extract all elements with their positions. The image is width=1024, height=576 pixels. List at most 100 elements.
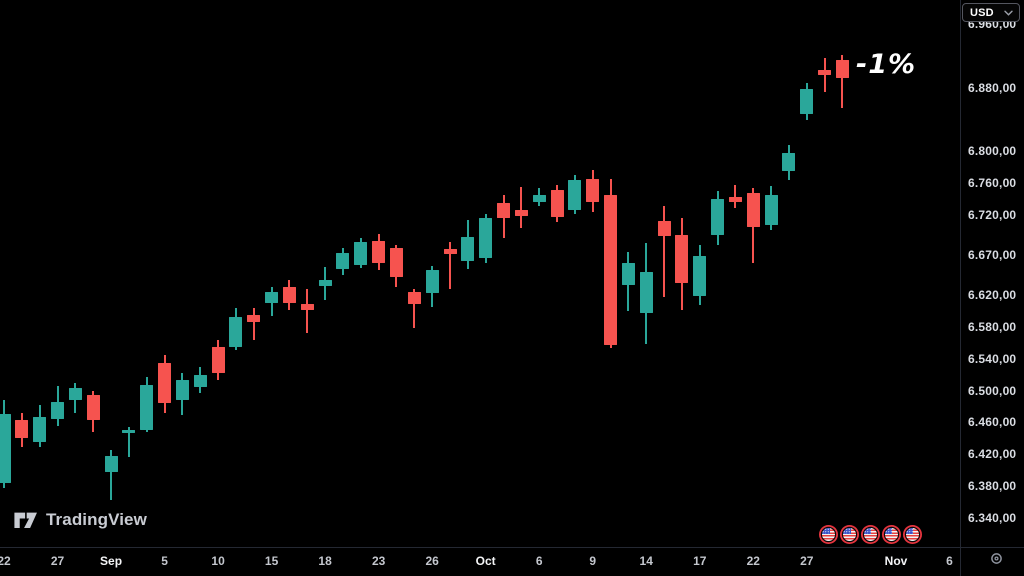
tradingview-logo-icon: [14, 512, 37, 528]
us-flag-canton: [905, 528, 914, 534]
price-axis[interactable]: 6.960,00 6.880,00 6.800,00 6.760,00 6.720,00…: [961, 0, 1024, 547]
candle: [229, 317, 243, 347]
us-flag-event-icon[interactable]: [863, 528, 877, 541]
chart-canvas[interactable]: [0, 0, 960, 547]
time-axis-divider: [0, 547, 1024, 548]
candle: [728, 196, 742, 202]
time-axis-label: Oct: [475, 554, 496, 568]
time-axis-label: 10: [211, 554, 225, 568]
candle: [158, 362, 172, 404]
us-flag-canton: [822, 528, 830, 534]
us-flag-canton: [884, 528, 893, 534]
us-flag-canton: [863, 528, 872, 534]
price-axis-label: 6.800,00: [968, 144, 1017, 159]
candle: [800, 88, 814, 115]
price-axis-label: 6.670,00: [968, 248, 1017, 263]
candle: [479, 218, 493, 259]
time-axis-label: 26: [425, 554, 439, 568]
tradingview-logo-text: TradingView: [46, 510, 147, 529]
price-axis-label: 6.760,00: [968, 176, 1017, 191]
candle: [711, 199, 725, 236]
candle: [51, 401, 65, 420]
candle-wick: [841, 55, 844, 109]
time-axis-label: 6: [535, 554, 543, 568]
candle: [354, 242, 368, 265]
time-axis-label: 6: [946, 554, 953, 568]
time-axis-label: 15: [264, 554, 279, 568]
candle: [265, 291, 279, 303]
us-flag-event-icon[interactable]: [822, 528, 835, 541]
candle: [86, 394, 100, 420]
us-flag-event-icon[interactable]: [843, 528, 856, 541]
candle: [835, 59, 849, 79]
candle: [586, 178, 600, 202]
price-axis-label: 6.420,00: [968, 447, 1017, 462]
time-axis-label: 9: [589, 554, 597, 568]
price-axis-label: 6.620,00: [968, 287, 1017, 302]
currency-selector-value: USD: [970, 6, 994, 19]
candle: [782, 153, 796, 171]
time-axis-label: 22: [0, 554, 11, 568]
candle: [639, 271, 653, 314]
candle-wick: [110, 450, 113, 500]
candle: [568, 180, 582, 210]
candle: [140, 384, 154, 431]
candle: [372, 240, 386, 264]
price-axis-label: 6.580,00: [968, 319, 1017, 334]
us-flag-event-icon[interactable]: [884, 528, 898, 541]
candle-wick: [823, 58, 826, 92]
candle: [675, 235, 689, 283]
axis-settings-icon[interactable]: [986, 550, 1006, 566]
candle-wick: [127, 427, 130, 457]
time-axis-label: 18: [318, 554, 332, 568]
candle: [425, 270, 439, 294]
candle-wick: [520, 186, 523, 228]
time-axis-label: 17: [693, 554, 707, 568]
candle: [746, 192, 760, 228]
us-flag-event-icon[interactable]: [905, 528, 919, 541]
candle: [175, 380, 189, 401]
candle: [461, 236, 475, 262]
candle: [336, 253, 350, 269]
candle-wick: [252, 307, 255, 341]
us-flag-canton: [843, 528, 851, 534]
price-axis-divider: [960, 0, 961, 576]
candle: [68, 388, 82, 401]
candle-wick: [306, 289, 309, 334]
tradingview-logo[interactable]: TradingView: [13, 510, 147, 530]
candle: [514, 210, 528, 216]
candle: [300, 304, 314, 311]
time-axis-label: 5: [161, 554, 168, 568]
candle-wick: [413, 288, 416, 329]
candle-wick: [449, 242, 451, 290]
time-axis-label: Nov: [884, 554, 908, 568]
price-axis-label: 6.460,00: [968, 415, 1017, 430]
candle: [318, 279, 332, 287]
candle: [621, 263, 635, 286]
price-axis-label: 6.880,00: [968, 80, 1017, 95]
candle: [0, 414, 11, 483]
candle: [104, 455, 118, 472]
candle: [407, 291, 421, 304]
time-axis-label: 27: [50, 554, 65, 568]
currency-selector[interactable]: USD: [962, 3, 1020, 22]
change-badge: -1%: [856, 49, 917, 80]
candle-wick: [734, 184, 737, 209]
candle: [550, 189, 564, 217]
candle: [211, 346, 225, 373]
candle: [657, 220, 671, 236]
candle: [693, 255, 707, 296]
price-axis-label: 6.540,00: [968, 351, 1017, 366]
candle: [33, 416, 47, 442]
time-axis-label: 27: [800, 554, 814, 568]
candle: [497, 203, 511, 219]
candle: [247, 314, 261, 322]
candle: [15, 420, 29, 439]
time-axis-label: 23: [371, 554, 386, 568]
time-axis[interactable]: 22 27 Sep 5 10 15 18 23 26 Oct 6 9 14 17 22 27 Nov 6: [0, 548, 960, 576]
price-axis-label: 6.340,00: [968, 511, 1017, 526]
time-axis-label: 14: [639, 554, 653, 568]
candle: [122, 429, 136, 433]
